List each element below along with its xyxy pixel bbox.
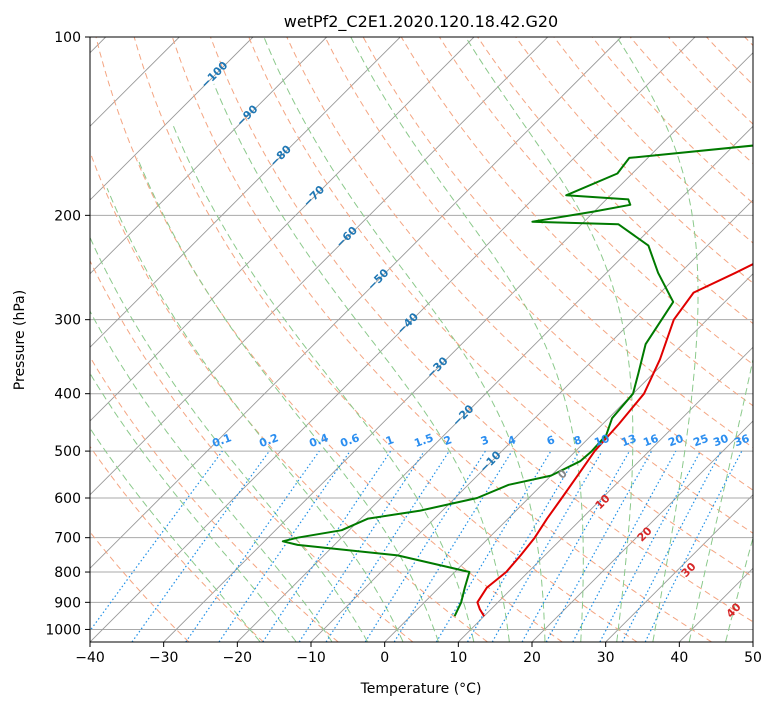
mixing-ratio-line [326,451,449,642]
dry-adiabat-label: −80 [267,142,294,169]
x-tick-label: 30 [597,650,615,666]
dry-adiabat-label: −40 [394,310,421,337]
moist-adiabat-line [726,37,775,642]
moist-adiabat-line [56,240,332,642]
dry-adiabat-line [707,37,775,642]
isotherm-line [0,37,548,642]
moist-adiabat-label: 40 [724,600,744,620]
y-tick-label: 200 [54,208,81,224]
dry-adiabat-label: −30 [424,354,451,381]
dry-adiabat-line [0,37,264,642]
dry-adiabat-line [0,37,338,642]
mixing-ratio-label: 20 [666,432,685,450]
mixing-ratio-label: 25 [691,432,710,449]
mixing-ratio-label: 0.2 [257,431,280,450]
mixing-ratio-label: 6 [545,433,557,448]
x-tick-label: 10 [449,650,467,666]
moist-adiabat-line [12,283,260,642]
x-tick-label: 40 [670,650,688,666]
x-tick-label: −40 [75,650,105,666]
y-tick-label: 700 [54,531,81,547]
isotherm-line [16,37,621,642]
mixing-ratio-label: 3 [479,433,491,448]
x-tick-label: 0 [380,650,389,666]
mixing-ratio-line [219,451,350,642]
isotherm-line [164,37,769,642]
mixing-ratio-label: 36 [732,432,751,450]
series-line-2 [283,37,775,616]
moist-adiabat-line [689,37,775,642]
mixing-ratio-label: 16 [641,432,660,450]
chart-title: wetPf2_C2E1.2020.120.18.42.G20 [284,12,558,32]
dry-adiabat-line [58,37,488,642]
isotherm-line [90,37,695,642]
moist-adiabat-label: 30 [679,560,699,580]
moist-adiabat-line [264,37,545,642]
mixing-ratio-label: 2 [442,433,454,448]
dry-adiabat-line [554,37,775,642]
x-tick-label: 20 [523,650,541,666]
isotherm-line [679,37,775,642]
plot-frame [90,37,753,642]
mixing-ratio-line [365,451,485,642]
isotherm-line [0,37,327,642]
dry-adiabat-line [592,37,775,642]
isotherm-line [311,37,775,642]
dry-adiabat-label: −60 [333,224,360,251]
isotherm-line [532,37,775,642]
y-axis-label: Pressure (hPa) [12,290,28,390]
y-tick-label: 600 [54,491,81,507]
dry-adiabat-line [668,37,775,642]
y-tick-label: 800 [54,565,81,581]
mixing-ratio-line [600,451,701,642]
isotherm-line [237,37,775,642]
isotherm-line [385,37,775,642]
moist-adiabat-line [81,215,368,641]
mixing-ratio-label: 0.1 [210,431,233,450]
mixing-ratio-line [263,451,391,642]
mixing-ratio-line [573,451,676,642]
x-axis-label: Temperature (°C) [360,681,482,697]
y-tick-label: 400 [54,387,81,403]
mixing-ratio-line [82,451,223,642]
y-tick-label: 500 [54,444,81,460]
x-tick-label: −30 [149,650,179,666]
y-tick-label: 300 [54,313,81,329]
isotherm-line [0,37,253,642]
y-tick-label: 1000 [45,622,81,638]
x-tick-label: −20 [223,650,253,666]
mixing-ratio-label: 0.4 [307,431,330,450]
isotherm-line [753,37,775,642]
mixing-ratio-label: 8 [572,433,584,448]
x-tick-label: −10 [296,650,326,666]
dry-adiabat-label: −70 [301,183,328,210]
dry-adiabat-line [0,37,189,642]
mixing-ratio-label: 1 [384,433,396,448]
dry-adiabat-line [134,37,637,642]
mixing-ratio-label: 13 [619,432,638,449]
isotherm-line [458,37,775,642]
y-tick-label: 900 [54,595,81,611]
x-tick-label: 50 [744,650,762,666]
isotherm-line [0,37,400,642]
moist-adiabat-line [617,37,698,642]
dry-adiabat-label: −90 [234,102,261,129]
y-tick-label: 100 [54,30,81,46]
dry-adiabat-line [516,37,775,642]
moist-adiabat-line [137,158,438,642]
